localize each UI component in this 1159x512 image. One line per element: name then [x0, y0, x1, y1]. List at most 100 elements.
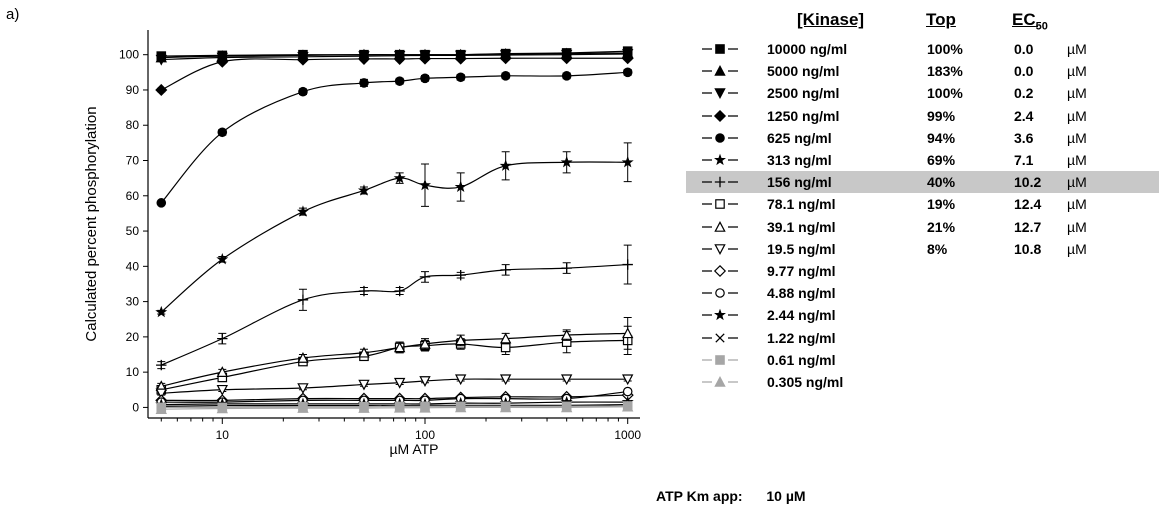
- series-10: [155, 374, 634, 400]
- legend-top-value: 100%: [927, 85, 963, 102]
- data-point: [216, 384, 228, 396]
- data-point: [358, 379, 370, 391]
- data-point: [622, 400, 634, 412]
- x-tick-label: 100: [415, 428, 435, 442]
- legend-row: 2.44 ng/ml: [700, 304, 1159, 326]
- legend-ec50-unit: µM: [1067, 107, 1087, 124]
- data-point: [419, 271, 431, 283]
- legend-ec50-value: 7.1: [1014, 152, 1034, 168]
- legend-top-value: 99%: [927, 107, 956, 124]
- legend-ec50-value: 0.0: [1014, 41, 1034, 57]
- series-curve: [161, 332, 628, 387]
- data-point: [561, 262, 572, 274]
- data-point: [394, 76, 405, 86]
- data-point: [358, 402, 370, 413]
- data-point: [297, 383, 309, 395]
- legend-row: 0.61 ng/ml: [700, 349, 1159, 371]
- legend-symbol: [702, 174, 738, 191]
- legend-top-value: 69%: [927, 152, 956, 168]
- legend-row: 2500 ng/ml 100% 0.2 µM: [700, 82, 1159, 104]
- data-point: [393, 171, 406, 184]
- legend-ec50-unit: µM: [1067, 129, 1087, 146]
- data-point: [499, 52, 512, 65]
- data-point: [217, 333, 228, 344]
- y-tick-label: 50: [126, 224, 140, 238]
- y-tick-label: 90: [126, 83, 140, 97]
- data-point: [393, 401, 406, 413]
- legend-row: 1250 ng/ml 99% 2.4 µM: [700, 105, 1159, 127]
- series-curve: [161, 405, 628, 409]
- legend-row: 4.88 ng/ml: [700, 282, 1159, 304]
- legend-marker: [715, 44, 725, 54]
- data-point: [298, 86, 308, 97]
- data-point: [560, 401, 573, 413]
- legend-row: 19.5 ng/ml 8% 10.8 µM: [700, 238, 1159, 260]
- legend-symbol: [702, 129, 738, 146]
- data-point: [297, 352, 309, 363]
- legend-symbol: [702, 263, 738, 279]
- data-point: [358, 346, 370, 358]
- data-point: [560, 155, 573, 168]
- data-point: [454, 52, 467, 65]
- series-curve: [161, 263, 628, 366]
- y-tick-label: 100: [119, 48, 139, 62]
- data-point: [622, 374, 634, 386]
- legend-kinase-concentration: 1250 ng/ml: [767, 107, 840, 124]
- legend-marker: [714, 309, 726, 321]
- data-point: [393, 341, 406, 353]
- legend-top-value: 40%: [927, 174, 956, 191]
- data-point: [622, 386, 633, 397]
- atp-km-value: 10 µM: [766, 488, 806, 504]
- atp-km-label: ATP Km app:: [656, 488, 743, 504]
- data-point: [394, 285, 405, 297]
- data-point: [500, 264, 511, 276]
- data-point: [217, 127, 228, 138]
- legend-ec50-value: 12.4: [1014, 196, 1042, 213]
- data-point: [419, 376, 431, 387]
- top-column-header: Top: [926, 10, 956, 29]
- legend-ec50-value: 0.0: [1014, 63, 1034, 80]
- dose-response-chart: 0 10 20 30 40 50 60 70 80 90 100 10 100 1000 Calculate…: [83, 30, 641, 457]
- data-point: [454, 374, 467, 386]
- legend-marker: [714, 65, 726, 76]
- ec50-column-header: EC50: [1012, 10, 1048, 32]
- data-point: [420, 73, 430, 84]
- legend-marker: [714, 376, 726, 387]
- series-curve: [161, 406, 628, 410]
- series-curve: [161, 378, 628, 394]
- data-point: [500, 71, 511, 81]
- x-axis-title: µM ATP: [389, 441, 438, 457]
- legend-symbol: [702, 374, 738, 390]
- data-point: [621, 52, 634, 65]
- data-point: [499, 332, 512, 344]
- series-curve: [160, 161, 628, 313]
- legend-ec50-value: 10.8: [1014, 240, 1042, 257]
- legend-kinase-concentration: 10000 ng/ml: [767, 41, 848, 57]
- data-point: [359, 78, 369, 88]
- legend-symbol: [702, 152, 738, 168]
- y-tick-label: 30: [126, 295, 140, 309]
- legend-marker: [715, 332, 725, 343]
- legend-kinase-concentration: 5000 ng/ml: [767, 63, 840, 80]
- legend-ec50-value: 3.6: [1014, 129, 1034, 146]
- legend-row: 313 ng/ml 69% 7.1 µM: [700, 149, 1159, 171]
- legend-kinase-concentration: 9.77 ng/ml: [767, 263, 836, 279]
- legend-kinase-concentration: 2.44 ng/ml: [767, 307, 836, 324]
- series-curve: [161, 53, 628, 61]
- data-point: [156, 359, 167, 371]
- series-4: [155, 52, 634, 97]
- data-point: [155, 305, 168, 318]
- data-point: [155, 388, 167, 400]
- y-tick-label: 0: [132, 400, 139, 414]
- legend-kinase-concentration: 78.1 ng/ml: [767, 196, 836, 213]
- legend-symbol: [702, 240, 738, 257]
- legend-row: 78.1 ng/ml 19% 12.4 µM: [700, 193, 1159, 215]
- data-point: [155, 403, 167, 414]
- legend-top-value: 183%: [927, 63, 963, 80]
- legend-kinase-concentration: 0.305 ng/ml: [767, 374, 844, 390]
- legend-ec50-value: 2.4: [1014, 107, 1034, 124]
- data-point: [622, 259, 633, 270]
- data-point: [455, 269, 466, 281]
- data-point: [393, 52, 406, 65]
- legend-kinase-concentration: 156 ng/ml: [767, 174, 832, 191]
